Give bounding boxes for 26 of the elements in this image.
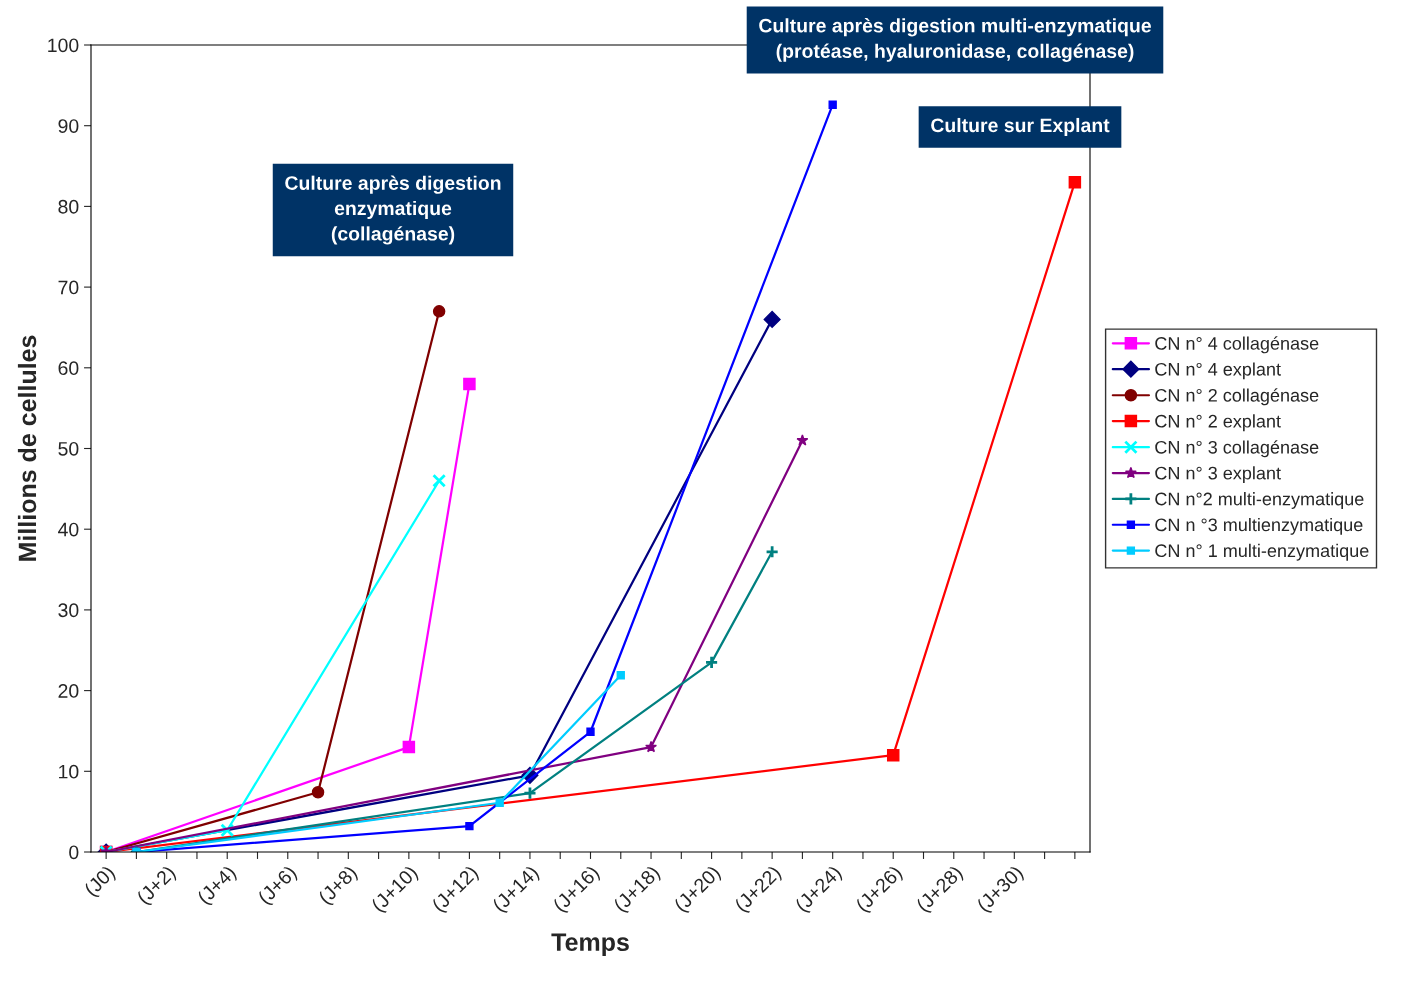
x-axis-title: Temps	[551, 933, 629, 956]
y-tick-label: 70	[58, 280, 79, 295]
y-tick-label: 30	[58, 603, 79, 618]
annotation: Culture sur Explant	[931, 117, 1110, 137]
annotation: Culture après digestion enzymatique (collagénase)	[285, 175, 501, 245]
annotation: Culture après digestion multi-enzymatique (protéase, hyaluronidase, collagénase)	[759, 18, 1151, 62]
legend-label: CN n° 2 explant	[1155, 414, 1281, 432]
y-tick-label: 50	[58, 441, 79, 456]
x-tick-label: (J0)	[83, 864, 119, 900]
legend-label: CN n° 3 explant	[1155, 466, 1281, 484]
y-tick-label: 60	[58, 361, 79, 376]
y-axis-title: Millions de cellules	[17, 335, 37, 561]
y-tick-label: 100	[48, 38, 79, 53]
y-tick-label: 10	[59, 764, 79, 779]
legend-label: CN n° 2 collagénase	[1155, 388, 1319, 406]
legend-label: CN n°2 multi-enzymatique	[1155, 492, 1364, 509]
legend-label: CN n° 1 multi-enzymatique	[1155, 543, 1369, 561]
legend-label: CN n° 3 collagénase	[1155, 440, 1319, 458]
y-tick-label: 20	[58, 684, 79, 698]
y-tick-label: 40	[58, 522, 79, 537]
y-tick-label: 0	[69, 845, 79, 860]
legend-label: CN n° 4 explant	[1155, 362, 1281, 380]
legend-label: CN n °3 multienzymatique	[1155, 517, 1363, 535]
y-tick-label: 80	[58, 199, 79, 214]
y-tick-label: 90	[58, 119, 79, 133]
legend-label: CN n° 4 collagénase	[1155, 336, 1319, 354]
